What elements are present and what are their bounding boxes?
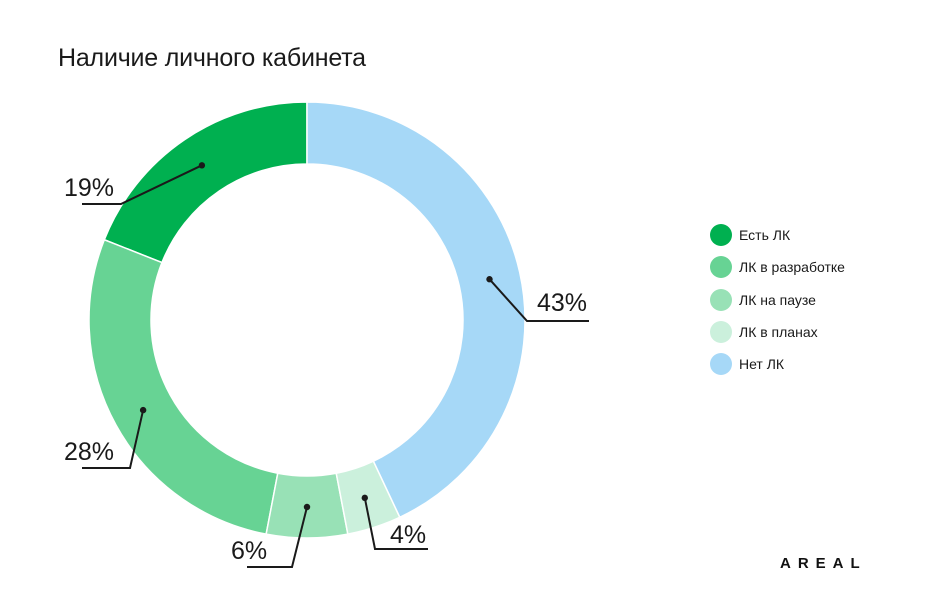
legend-label: Нет ЛК (739, 356, 785, 373)
value-label-лк-в-планах: 4% (390, 521, 426, 549)
legend-item-лк-в-планах: ЛК в планах (710, 320, 845, 343)
leader-line (82, 409, 145, 469)
leader-line (247, 506, 308, 568)
slice-нет-лк (306, 101, 526, 519)
legend-label: ЛК в планах (739, 323, 818, 340)
value-label-нет-лк: 43% (537, 289, 587, 317)
chart-title: Наличие личного кабинета (58, 44, 366, 72)
legend-swatch (710, 353, 732, 376)
legend: Есть ЛК ЛК в разработке ЛК на паузе ЛК в пл… (710, 224, 845, 385)
leader-dot (361, 494, 368, 502)
legend-swatch (710, 256, 732, 279)
slice-есть-лк (103, 101, 308, 264)
value-label-group-есть-лк: 19% (64, 162, 206, 205)
legend-item-лк-на-паузе: ЛК на паузе (710, 288, 845, 311)
value-labels: 19% 28% 6% 4% 43% (64, 162, 589, 568)
value-label-group-лк-на-паузе: 6% (231, 503, 311, 568)
leader-dot (486, 276, 493, 283)
legend-item-лк-в-разработке: ЛК в разработке (710, 256, 845, 279)
leader-line (488, 278, 589, 322)
legend-label: Есть ЛК (739, 227, 791, 243)
leader-dot (139, 406, 147, 414)
legend-swatch (710, 288, 732, 311)
brand-logo: AREAL (780, 555, 867, 572)
value-label-group-лк-в-разработке: 28% (64, 406, 147, 469)
legend-swatch (710, 224, 732, 246)
legend-item-нет-лк: Нет ЛК (710, 353, 845, 376)
legend-label: ЛК в разработке (739, 259, 845, 276)
value-label-group-нет-лк: 43% (486, 276, 589, 322)
leader-dot (303, 503, 311, 511)
legend-swatch (710, 320, 732, 343)
slice-лк-в-разработке (88, 238, 279, 536)
leader-line (363, 497, 428, 550)
legend-item-есть-лк: Есть ЛК (710, 224, 845, 246)
value-label-лк-на-паузе: 6% (231, 537, 267, 565)
legend-label: ЛК на паузе (739, 291, 816, 308)
donut-slices (88, 101, 526, 539)
value-label-есть-лк: 19% (64, 174, 114, 202)
value-label-лк-в-разработке: 28% (64, 438, 114, 466)
leader-line (82, 164, 203, 205)
value-label-group-лк-в-планах: 4% (361, 494, 428, 550)
leader-dot (198, 162, 206, 169)
slice-лк-в-планах (335, 460, 401, 536)
